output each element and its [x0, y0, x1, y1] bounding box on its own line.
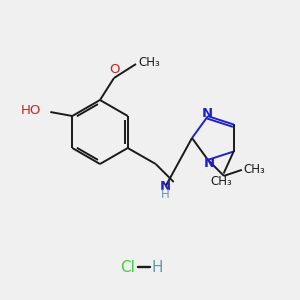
- Text: CH₃: CH₃: [138, 56, 160, 68]
- Text: N: N: [160, 179, 171, 193]
- Text: H: H: [151, 260, 163, 274]
- Text: O: O: [109, 63, 119, 76]
- Text: H: H: [161, 188, 170, 200]
- Text: CH₃: CH₃: [211, 175, 232, 188]
- Text: N: N: [201, 106, 212, 120]
- Text: Cl: Cl: [121, 260, 135, 274]
- Text: HO: HO: [21, 103, 41, 116]
- Text: N: N: [203, 158, 214, 170]
- Text: CH₃: CH₃: [243, 164, 265, 176]
